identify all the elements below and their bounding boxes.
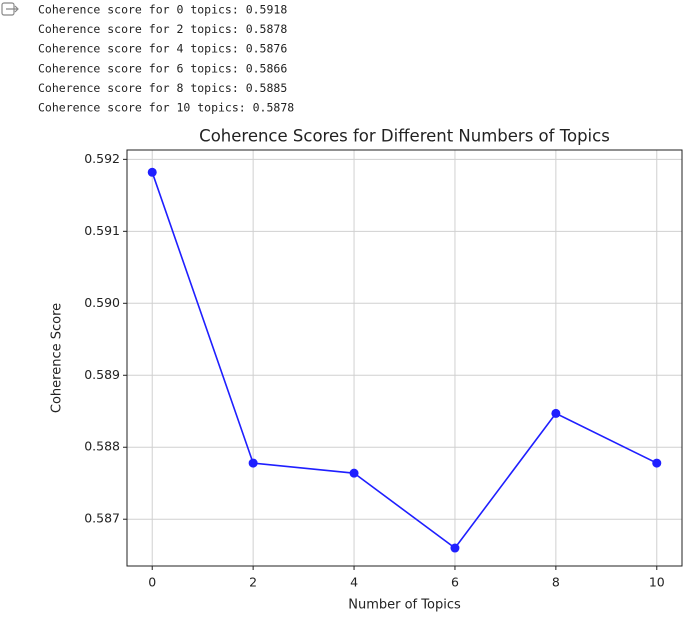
- x-tick-label: 8: [552, 575, 560, 590]
- chart: 0.587 0.588 0.589 0.590 0.591 0.592 0 2 4 6 8 10 Coh…: [50, 127, 683, 613]
- data-point: [551, 408, 561, 418]
- x-tick-label: 0: [148, 575, 156, 590]
- x-tick-label: 6: [451, 575, 459, 590]
- y-tick-label: 0.587: [84, 511, 120, 526]
- y-tick-label: 0.589: [84, 367, 120, 382]
- x-tick-label: 10: [649, 575, 665, 590]
- data-point: [147, 167, 157, 177]
- output-line: Coherence score for 2 topics: 0.5878: [38, 22, 287, 36]
- y-tick-label: 0.590: [84, 295, 120, 310]
- plot-frame: [126, 149, 683, 567]
- data-point: [349, 468, 359, 478]
- data-point: [248, 458, 258, 468]
- console-output: Coherence score for 0 topics: 0.5918 Cohe…: [38, 3, 294, 115]
- output-line: Coherence score for 10 topics: 0.5878: [38, 101, 294, 115]
- output-line: Coherence score for 8 topics: 0.5885: [38, 81, 287, 95]
- y-axis-label: Coherence Score: [50, 303, 65, 413]
- y-tick-label: 0.592: [84, 151, 120, 166]
- output-line: Coherence score for 0 topics: 0.5918: [38, 3, 287, 17]
- chart-title: Coherence Scores for Different Numbers o…: [199, 127, 610, 146]
- x-tick-label: 4: [350, 575, 358, 590]
- y-tick-label: 0.588: [84, 439, 120, 454]
- data-point: [450, 543, 460, 553]
- y-tick-label: 0.591: [84, 223, 120, 238]
- output-icon: [1, 2, 19, 16]
- x-tick-label: 2: [249, 575, 257, 590]
- data-line: [151, 172, 658, 550]
- x-axis-label: Number of Topics: [348, 598, 461, 613]
- output-line: Coherence score for 6 topics: 0.5866: [38, 61, 287, 75]
- data-point: [652, 458, 662, 468]
- output-line: Coherence score for 4 topics: 0.5876: [38, 42, 287, 56]
